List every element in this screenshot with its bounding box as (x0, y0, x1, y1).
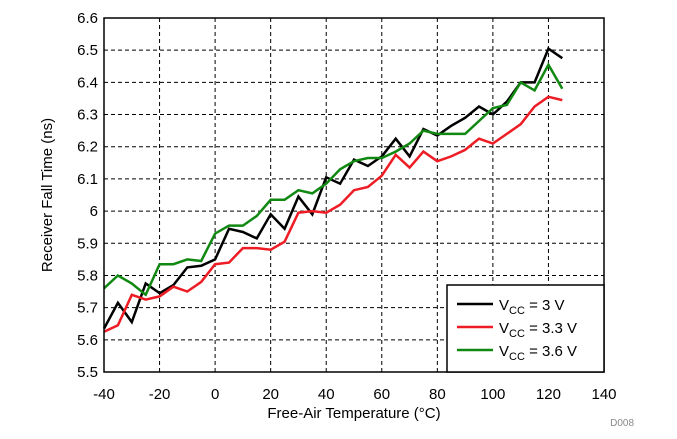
x-tick-label: -20 (149, 386, 171, 403)
y-tick-label: 6.6 (77, 10, 98, 27)
legend-label: VCC = 3 V (499, 297, 565, 317)
series-lines (102, 46, 564, 333)
x-tick-labels: -40 -20 0 20 40 60 80 100 120 140 (93, 386, 616, 403)
x-tick-label: 120 (536, 386, 561, 403)
plot-area-border (103, 17, 605, 373)
x-tick-label: 40 (318, 386, 335, 403)
y-tick-label: 6.4 (77, 74, 98, 91)
series-line (103, 95, 563, 333)
y-tick-label: 5.9 (77, 235, 98, 252)
y-tick-label: 5.6 (77, 332, 98, 349)
legend: VCC = 3 V VCC = 3.3 V VCC = 3.6 V (446, 284, 605, 373)
x-tick-label: 60 (373, 386, 390, 403)
x-tick-label: -40 (93, 386, 115, 403)
y-tick-label: 5.7 (77, 300, 98, 317)
y-tick-label: 6 (90, 203, 98, 220)
y-tick-label: 6.1 (77, 171, 98, 188)
legend-box (446, 284, 605, 373)
series-line (102, 46, 564, 330)
x-tick-label: 20 (262, 386, 279, 403)
y-tick-label: 6.3 (77, 107, 98, 124)
x-tick-label: 140 (591, 386, 616, 403)
y-tick-label: 6.5 (77, 42, 98, 59)
legend-label: VCC = 3.3 V (499, 320, 577, 340)
y-tick-label: 5.8 (77, 267, 98, 284)
x-tick-label: 80 (429, 386, 446, 403)
figure-id: D008 (610, 418, 634, 429)
y-tick-labels: 5.5 5.6 5.7 5.8 5.9 6 6.1 6.2 6.3 6.4 6.5 6.6 (77, 10, 98, 381)
y-tick-label: 5.5 (77, 364, 98, 381)
x-tick-label: 0 (211, 386, 219, 403)
x-tick-label: 100 (480, 386, 505, 403)
series-line (103, 62, 564, 297)
legend-label: VCC = 3.6 V (499, 343, 577, 363)
y-axis-label: Receiver Fall Time (ns) (39, 118, 56, 272)
x-axis-label: Free-Air Temperature (°C) (267, 405, 440, 422)
y-tick-label: 6.2 (77, 139, 98, 156)
